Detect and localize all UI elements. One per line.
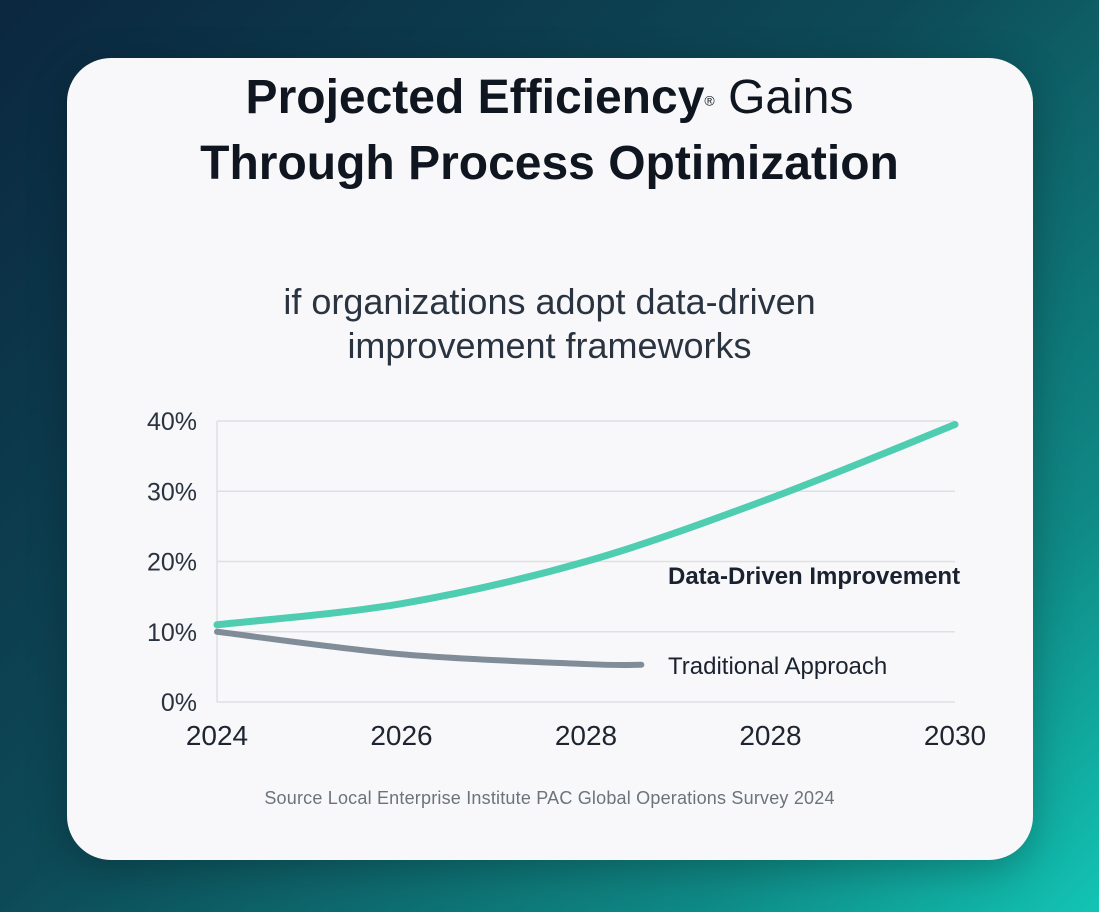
title-line2: Through Process Optimization xyxy=(200,137,899,191)
chart-subtitle: if organizations adopt data-driven impro… xyxy=(0,280,1099,368)
subtitle-line2: improvement frameworks xyxy=(347,325,752,366)
series-label-data-driven: Data-Driven Improvement xyxy=(668,563,960,590)
series-label-traditional: Traditional Approach xyxy=(668,653,887,680)
x-tick-label: 2028 xyxy=(555,720,617,751)
title-line1-rest: Gains xyxy=(728,71,854,124)
y-tick-label: 40% xyxy=(147,408,197,436)
y-tick-label: 20% xyxy=(147,549,197,577)
x-tick-label: 2026 xyxy=(370,720,432,751)
x-tick-label: 2028 xyxy=(739,720,801,751)
x-tick-label: 2030 xyxy=(924,720,986,751)
chart-title: Projected Efficiency® Gains Through Proc… xyxy=(0,66,1099,196)
source-note: Source Local Enterprise Institute PAC Gl… xyxy=(264,788,835,808)
registered-mark: ® xyxy=(704,92,715,109)
title-line1-bold: Projected Efficiency xyxy=(245,71,705,124)
subtitle-line1: if organizations adopt data-driven xyxy=(283,281,816,322)
y-tick-label: 10% xyxy=(147,619,197,647)
series-line-data-driven xyxy=(213,421,959,629)
x-tick-label: 2024 xyxy=(186,720,248,751)
series-line-traditional xyxy=(214,628,645,669)
y-tick-label: 30% xyxy=(147,478,197,506)
y-tick-label: 0% xyxy=(161,689,197,717)
